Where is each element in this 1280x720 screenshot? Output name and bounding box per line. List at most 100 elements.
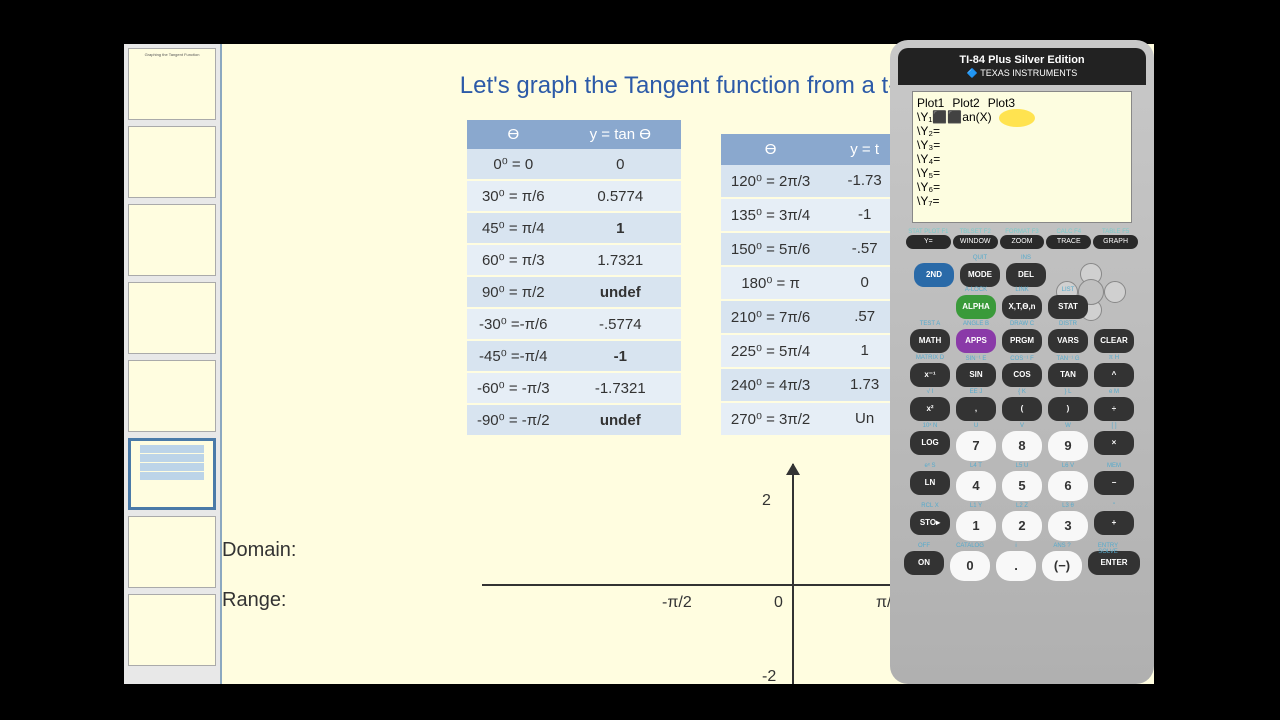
key-upper-label: i [996, 543, 1036, 549]
calc-top-button[interactable]: TRACE [1046, 235, 1091, 249]
calc-key[interactable]: 2 [1002, 511, 1042, 541]
key-upper-label: OFF [904, 543, 944, 549]
thumbnail-5[interactable] [128, 360, 216, 432]
calc-key[interactable]: PRGM [1002, 329, 1042, 353]
thumbnail-panel: Graphing the Tangent Function [124, 44, 222, 684]
key-upper-label: DRAW C [1002, 321, 1042, 327]
calc-key[interactable]: 5 [1002, 471, 1042, 501]
table-cell: 240⁰ = 4π/3 [721, 368, 820, 402]
key-upper-label: { K [1002, 389, 1042, 395]
calc-key[interactable]: (−) [1042, 551, 1082, 581]
y-axis [792, 464, 794, 684]
thumbnail-2[interactable] [128, 126, 216, 198]
key-upper-label: EE J [956, 389, 996, 395]
calc-model: TI-84 Plus Silver Edition [904, 54, 1140, 66]
calc-key-del[interactable]: DEL [1006, 263, 1046, 287]
calc-key[interactable]: x² [910, 397, 950, 421]
calc-key[interactable]: . [996, 551, 1036, 581]
key-upper-label: ANS ? [1042, 543, 1082, 549]
calc-top-button[interactable]: WINDOW [953, 235, 998, 249]
key-upper-label: [ ] [1094, 423, 1134, 429]
calc-key-stat[interactable]: STAT [1048, 295, 1088, 319]
calc-key[interactable]: 1 [956, 511, 996, 541]
calc-key[interactable]: SIN [956, 363, 996, 387]
calc-key[interactable]: MATH [910, 329, 950, 353]
tangent-table-1: ϴy = tan ϴ0⁰ = 0030⁰ = π/60.577445⁰ = π/… [467, 120, 681, 437]
btn-label-upper: TBLSET F2 [953, 229, 998, 235]
thumbnail-7[interactable] [128, 516, 216, 588]
calc-key-alpha[interactable]: ALPHA [956, 295, 996, 319]
calc-key[interactable]: ( [1002, 397, 1042, 421]
key-upper-label: DISTR [1048, 321, 1088, 327]
calc-key[interactable]: ^ [1094, 363, 1134, 387]
table-header: ϴ [721, 134, 820, 165]
calc-key-mode[interactable]: MODE [960, 263, 1000, 287]
y-line: \Y₆= [917, 180, 1127, 194]
table-header: y = tan ϴ [560, 120, 681, 149]
table-cell: 0 [560, 149, 681, 180]
calc-key-xtn[interactable]: X,T,ϴ,n [1002, 295, 1042, 319]
y-line: \Y₃= [917, 138, 1127, 152]
calc-key[interactable]: 6 [1048, 471, 1088, 501]
calc-key-2nd[interactable]: 2ND [914, 263, 954, 287]
calc-key[interactable]: × [1094, 431, 1134, 455]
key-upper-label: U [956, 423, 996, 429]
table-cell: 150⁰ = 5π/6 [721, 232, 820, 266]
calc-key[interactable]: ÷ [1094, 397, 1134, 421]
key-upper-label: TAN⁻¹ G [1048, 355, 1088, 362]
table-cell: 180⁰ = π [721, 266, 820, 300]
range-label: Range: [222, 589, 287, 612]
key-upper-label: L4 T [956, 463, 996, 469]
calc-key[interactable]: 4 [956, 471, 996, 501]
table-cell: 225⁰ = 5π/4 [721, 334, 820, 368]
thumbnail-6[interactable] [128, 438, 216, 510]
key-upper-label: " [1094, 503, 1134, 509]
calc-key[interactable]: COS [1002, 363, 1042, 387]
calc-key[interactable]: − [1094, 471, 1134, 495]
table-cell: 1.7321 [560, 244, 681, 276]
key-upper-label: V [1002, 423, 1042, 429]
calc-top-button[interactable]: Y= [906, 235, 951, 249]
cursor-highlight [999, 109, 1035, 127]
thumbnail-3[interactable] [128, 204, 216, 276]
calc-top-button[interactable]: GRAPH [1093, 235, 1138, 249]
y-line: \Y₅= [917, 166, 1127, 180]
calc-key[interactable]: , [956, 397, 996, 421]
calc-key[interactable]: ON [904, 551, 944, 575]
calc-key[interactable]: TAN [1048, 363, 1088, 387]
thumbnail-1[interactable]: Graphing the Tangent Function [128, 48, 216, 120]
calc-key[interactable]: 0 [950, 551, 990, 581]
table-cell: -30⁰ =-π/6 [467, 308, 560, 340]
calc-key[interactable]: STO▸ [910, 511, 950, 535]
key-upper-label: MATRIX D [910, 355, 950, 361]
calc-key[interactable]: 9 [1048, 431, 1088, 461]
calc-screen: Plot1Plot2Plot3\Y₁⬛⬛an(X)\Y₂=\Y₃=\Y₄=\Y₅… [912, 91, 1132, 223]
calc-top-button[interactable]: ZOOM [1000, 235, 1045, 249]
calc-key[interactable]: ) [1048, 397, 1088, 421]
key-upper-label: MEM [1094, 463, 1134, 469]
calc-key[interactable]: 8 [1002, 431, 1042, 461]
calc-key[interactable]: CLEAR [1094, 329, 1134, 353]
key-upper-label: TEST A [910, 321, 950, 327]
calc-key[interactable]: LN [910, 471, 950, 495]
y-tick-label: -2 [762, 668, 776, 684]
thumbnail-4[interactable] [128, 282, 216, 354]
key-upper-label: ANGLE B [956, 321, 996, 327]
calc-key[interactable]: 3 [1048, 511, 1088, 541]
calc-key[interactable]: LOG [910, 431, 950, 455]
calc-header: TI-84 Plus Silver Edition 🔷 TEXAS INSTRU… [898, 48, 1146, 85]
calc-key[interactable]: VARS [1048, 329, 1088, 353]
key-upper-label: L6 V [1048, 463, 1088, 469]
thumbnail-8[interactable] [128, 594, 216, 666]
table-cell: -60⁰ = -π/3 [467, 372, 560, 404]
calc-key[interactable]: 7 [956, 431, 996, 461]
calc-key[interactable]: APPS [956, 329, 996, 353]
x-tick-label: 0 [774, 594, 783, 612]
key-upper-label: √ I [910, 389, 950, 395]
key-upper-label: eˣ S [910, 463, 950, 469]
calc-key[interactable]: + [1094, 511, 1134, 535]
key-upper-label: L1 Y [956, 503, 996, 509]
btn-label-upper: FORMAT F3 [1000, 229, 1045, 235]
calc-key[interactable]: x⁻¹ [910, 363, 950, 387]
table-cell: -1 [560, 340, 681, 372]
